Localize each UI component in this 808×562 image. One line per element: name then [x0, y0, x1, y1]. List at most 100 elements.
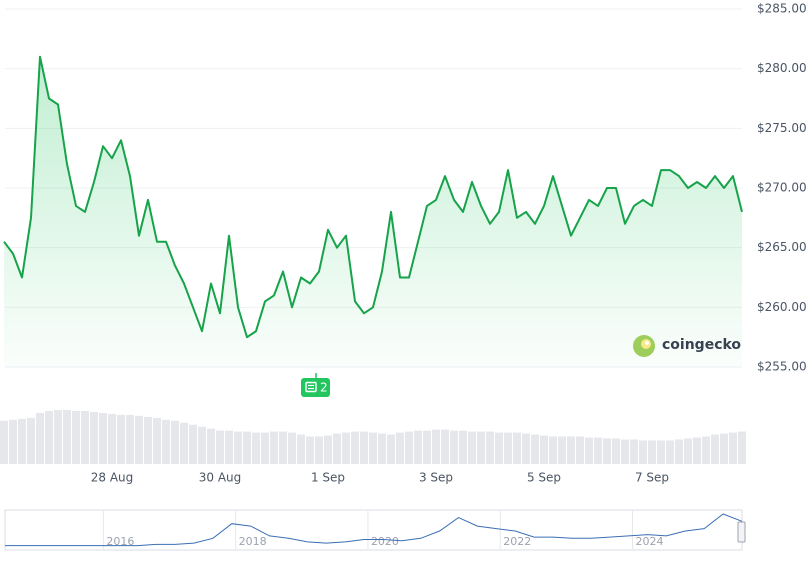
volume-bar: [360, 431, 368, 464]
x-tick-label: 7 Sep: [635, 471, 669, 485]
navigator-handle[interactable]: [737, 521, 746, 543]
y-tick-label: $275.00: [757, 121, 807, 135]
news-badge[interactable]: 2: [301, 373, 330, 397]
volume-bar: [540, 435, 548, 464]
volume-bar: [585, 437, 593, 464]
y-tick-label: $255.00: [757, 360, 807, 374]
y-tick-label: $285.00: [757, 2, 807, 16]
volume-bar: [387, 434, 395, 464]
volume-bar: [117, 414, 125, 464]
volume-bar: [693, 437, 701, 464]
volume-bar: [531, 434, 539, 464]
volume-bar: [522, 433, 530, 464]
navigator-label: 2018: [239, 535, 267, 548]
x-tick-label: 5 Sep: [527, 471, 561, 485]
news-icon: [305, 381, 317, 393]
volume-bar: [0, 420, 8, 464]
volume-bar: [216, 430, 224, 464]
volume-bar: [324, 435, 332, 464]
watermark-text: coingecko: [662, 337, 741, 353]
volume-bar: [657, 440, 665, 464]
x-tick-label: 1 Sep: [311, 471, 345, 485]
volume-bar: [27, 417, 35, 464]
volume-bars: [0, 410, 746, 464]
volume-bar: [207, 428, 215, 464]
volume-bar: [126, 414, 134, 464]
volume-bar: [729, 432, 737, 464]
navigator-label: 2020: [371, 535, 399, 548]
volume-bar: [9, 419, 17, 464]
volume-bar: [468, 431, 476, 464]
volume-bar: [612, 438, 620, 464]
volume-bar: [306, 436, 314, 464]
volume-bar: [180, 422, 188, 464]
price-line: [3, 55, 743, 339]
watermark: coingecko: [633, 335, 741, 357]
volume-bar: [576, 436, 584, 464]
volume-bar: [513, 432, 521, 464]
volume-bar: [297, 434, 305, 464]
volume-bar: [720, 433, 728, 464]
volume-bar: [666, 440, 674, 464]
volume-bar: [459, 430, 467, 464]
volume-bar: [90, 411, 98, 464]
volume-bar: [270, 431, 278, 464]
navigator-label: 2024: [636, 535, 664, 548]
y-tick-label: $280.00: [757, 61, 807, 75]
volume-bar: [261, 432, 269, 464]
volume-bar: [18, 418, 26, 464]
navigator-label: 2016: [106, 535, 134, 548]
volume-bar: [684, 438, 692, 464]
volume-bar: [225, 430, 233, 464]
volume-bar: [648, 440, 656, 464]
volume-bar: [108, 413, 116, 464]
y-tick-label: $270.00: [757, 181, 807, 195]
volume-bar: [342, 432, 350, 464]
volume-bar: [45, 410, 53, 464]
volume-bar: [396, 432, 404, 464]
volume-bar: [621, 439, 629, 464]
volume-bar: [189, 424, 197, 464]
volume-bar: [153, 417, 161, 464]
volume-bar: [63, 410, 71, 464]
volume-bar: [378, 433, 386, 464]
volume-bar: [675, 439, 683, 464]
volume-bar: [477, 431, 485, 464]
y-tick-label: $260.00: [757, 300, 807, 314]
volume-bar: [504, 432, 512, 464]
volume-bar: [711, 434, 719, 464]
volume-bar: [198, 426, 206, 464]
volume-bar: [135, 415, 143, 464]
volume-bar: [495, 432, 503, 464]
volume-bar: [351, 431, 359, 464]
x-tick-label: 28 Aug: [91, 471, 134, 485]
volume-bar: [81, 410, 89, 464]
volume-bar: [333, 433, 341, 464]
logo-eye: [645, 341, 649, 345]
navigator[interactable]: 2016 2018 2020 2022 2024: [4, 509, 746, 551]
volume-bar: [288, 432, 296, 464]
plot: [3, 55, 743, 367]
x-tick-label: 30 Aug: [199, 471, 242, 485]
volume-bar: [54, 410, 62, 464]
x-tick-label: 3 Sep: [419, 471, 453, 485]
navigator-frame: [4, 509, 743, 551]
volume-bar: [558, 436, 566, 464]
volume-bar: [549, 436, 557, 464]
volume-bar: [486, 431, 494, 464]
volume-bar: [405, 431, 413, 464]
price-area: [4, 56, 742, 367]
y-tick-label: $265.00: [757, 240, 807, 254]
badge-count: 2: [320, 381, 328, 395]
volume-bar: [72, 410, 80, 464]
volume-bar: [738, 431, 746, 464]
volume-bar: [603, 438, 611, 464]
volume-bar: [252, 432, 260, 464]
volume-bar: [639, 440, 647, 464]
volume-bar: [567, 436, 575, 464]
volume-bar: [144, 416, 152, 464]
volume-bar: [171, 420, 179, 464]
volume-bar: [441, 429, 449, 464]
